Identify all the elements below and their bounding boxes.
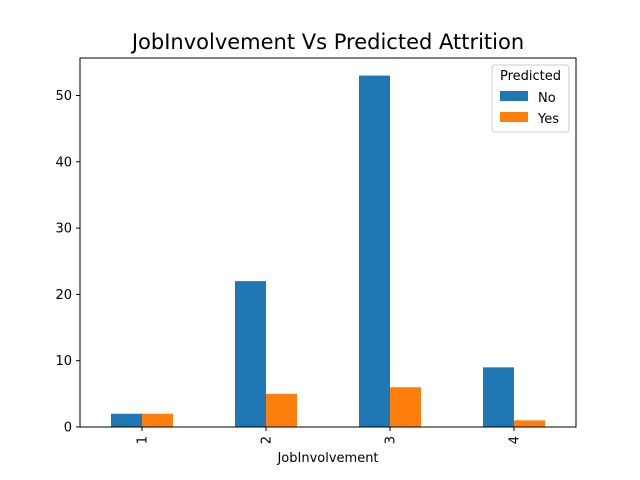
- x-axis-label: JobInvolvement: [276, 451, 378, 466]
- legend-label-yes: Yes: [537, 112, 559, 127]
- bar-no-1: [111, 413, 142, 427]
- y-tick-label: 50: [55, 89, 72, 104]
- y-tick-label: 30: [55, 222, 72, 237]
- legend-swatch-no: [500, 91, 528, 101]
- y-tick-label: 20: [55, 288, 72, 303]
- plot-frame: [79, 57, 577, 428]
- legend-label-no: No: [538, 91, 556, 106]
- bar-yes-2: [266, 393, 297, 427]
- bar-no-4: [483, 367, 514, 427]
- legend-title: Predicted: [500, 69, 561, 84]
- y-tick-label: 0: [64, 421, 72, 436]
- bar-yes-3: [390, 387, 421, 427]
- x-axis: 1 2 3 4: [136, 427, 523, 444]
- x-tick-label: 2: [260, 436, 275, 444]
- chart-title: JobInvolvement Vs Predicted Attrition: [130, 30, 524, 54]
- bar-no-2: [235, 281, 266, 427]
- y-tick-label: 10: [55, 354, 72, 369]
- x-tick-label: 1: [136, 436, 151, 444]
- bars-group: [111, 75, 545, 428]
- x-tick-label: 4: [508, 436, 523, 444]
- legend-swatch-yes: [500, 112, 528, 122]
- y-tick-label: 40: [55, 155, 72, 170]
- x-tick-label: 3: [384, 436, 399, 444]
- bar-no-3: [359, 75, 390, 428]
- y-axis: 0 10 20 30 40 50: [55, 89, 80, 436]
- bar-yes-1: [142, 413, 173, 427]
- bar-yes-4: [514, 420, 545, 427]
- legend: Predicted No Yes: [491, 64, 570, 133]
